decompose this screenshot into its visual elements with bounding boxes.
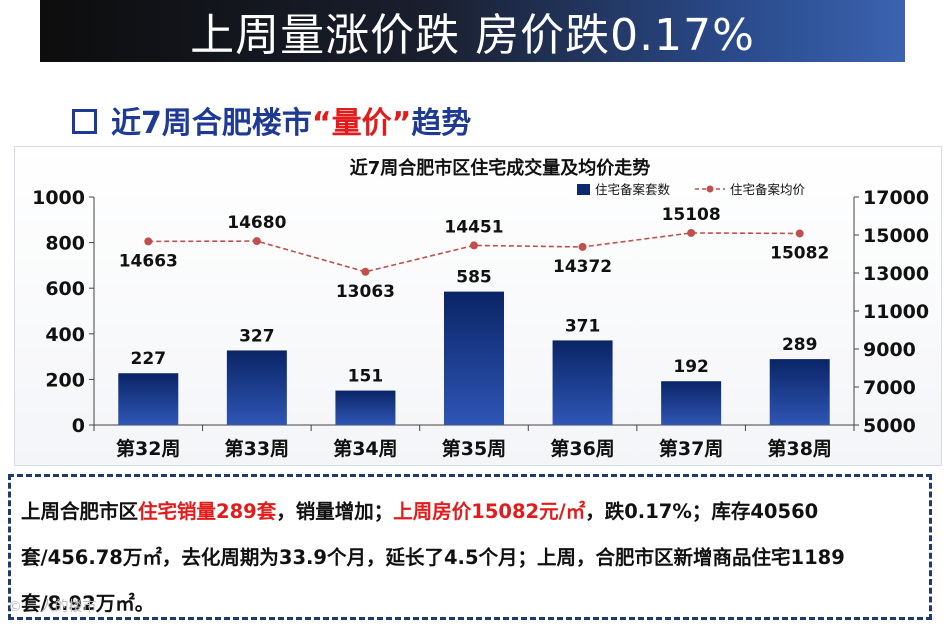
watermark: © 一人的楼市 [8, 599, 97, 615]
bar-data-label: 151 [348, 367, 384, 387]
bar-data-label: 192 [673, 357, 709, 377]
summary-text-1: 上周合肥市区 [21, 500, 139, 523]
section-title-suffix: 趋势 [411, 106, 472, 141]
price-data-label: 14451 [444, 217, 503, 237]
chart-panel: 近7周合肥市区住宅成交量及均价走势 住宅备案套数 住宅备案均价 0 200 400 6… [14, 146, 942, 466]
volume-price-chart: 近7周合肥市区住宅成交量及均价走势 住宅备案套数 住宅备案均价 0 200 400 6… [32, 157, 929, 460]
y-left-tick-label: 200 [45, 369, 85, 391]
y-left-tick-label: 400 [45, 324, 85, 346]
price-point [795, 229, 804, 238]
price-point [470, 241, 478, 250]
y-left-tick-label: 800 [45, 233, 85, 255]
x-tick-label: 第32周 [116, 437, 180, 460]
x-tick-label: 第36周 [550, 437, 614, 460]
legend-bar-swatch [577, 184, 590, 195]
summary-text-3: ，跌0.17%；库存40560套/456.78万㎡，去化周期为33.9个月，延长… [21, 500, 845, 615]
x-tick-label: 第34周 [333, 437, 397, 460]
summary-price-highlight: 上周房价15082元/㎡ [393, 500, 586, 523]
price-data-label: 14680 [227, 213, 286, 233]
checkbox-square-icon [72, 109, 97, 134]
x-tick-label: 第37周 [659, 437, 723, 460]
x-tick-label: 第35周 [442, 437, 506, 460]
y-left-tick-label: 0 [72, 415, 85, 437]
section-title-highlight: “量价” [311, 106, 412, 141]
price-point [252, 237, 261, 246]
title-banner: 上周量涨价跌 房价跌0.17% [40, 0, 905, 62]
price-data-label: 15108 [662, 205, 721, 225]
section-title-prefix: 近7周合肥楼市 [111, 106, 312, 141]
price-line [148, 232, 800, 273]
bar [769, 359, 830, 425]
x-tick-label: 第33周 [225, 437, 289, 460]
bar [552, 340, 613, 425]
legend-line-label: 住宅备案均价 [730, 182, 806, 197]
legend-line-marker [706, 185, 714, 193]
y-right-tick-label: 17000 [863, 187, 929, 209]
y-right-tick-label: 11000 [863, 301, 929, 323]
y-right-tick-label: 13000 [863, 263, 929, 285]
bar [335, 390, 396, 425]
bar-data-label: 227 [131, 349, 167, 369]
chart-title: 近7周合肥市区住宅成交量及均价走势 [350, 157, 651, 179]
bar [118, 373, 179, 425]
x-tick-label: 第38周 [767, 437, 831, 460]
price-data-label: 14663 [119, 251, 178, 271]
price-point [361, 267, 370, 276]
price-point [578, 242, 587, 251]
bar-data-label: 585 [456, 268, 492, 288]
y-left-tick-label: 1000 [32, 187, 85, 209]
price-data-label: 14372 [553, 257, 612, 277]
bar [444, 291, 504, 425]
bar-data-label: 327 [239, 326, 275, 346]
summary-text-2: ，销量增加； [276, 500, 394, 523]
page-title: 上周量涨价跌 房价跌0.17% [190, 10, 755, 61]
y-right-tick-label: 9000 [863, 339, 916, 361]
price-data-label: 13063 [336, 282, 395, 302]
bar [661, 381, 722, 425]
bar [226, 350, 287, 425]
y-right-tick-label: 15000 [863, 225, 929, 247]
y-right-tick-label: 5000 [863, 415, 916, 437]
y-right-tick-label: 7000 [863, 377, 916, 399]
price-data-label: 15082 [770, 243, 829, 263]
bar-data-label: 371 [565, 316, 601, 336]
price-point [687, 228, 696, 237]
summary-box: 上周合肥市区住宅销量289套，销量增加；上周房价15082元/㎡，跌0.17%；… [8, 474, 932, 620]
price-point [144, 237, 153, 246]
section-heading: 近7周合肥楼市“量价”趋势 [72, 98, 471, 142]
bar-data-label: 289 [782, 335, 818, 355]
legend-bar-label: 住宅备案套数 [595, 182, 671, 197]
y-left-tick-label: 600 [45, 278, 85, 300]
summary-sales-highlight: 住宅销量289套 [138, 500, 277, 523]
